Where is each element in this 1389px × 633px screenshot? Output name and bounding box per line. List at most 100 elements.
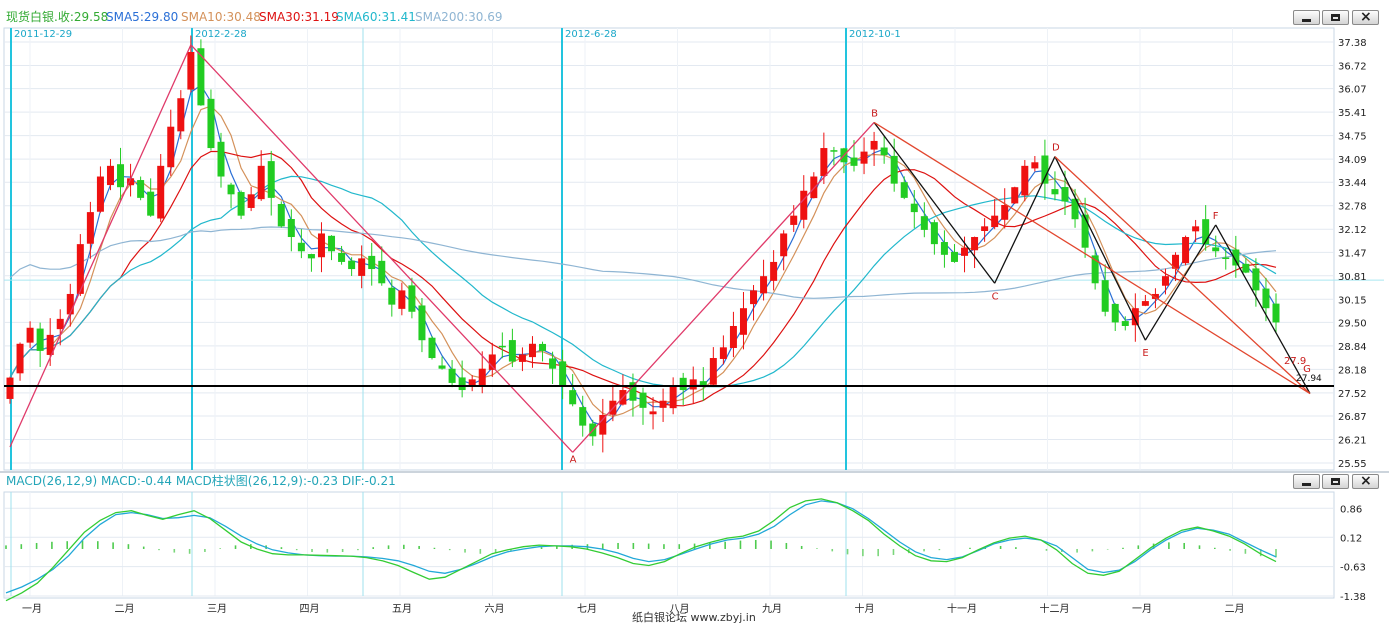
pattern-point-label: D	[1052, 143, 1060, 154]
candle-body	[800, 190, 808, 220]
candle-body	[729, 325, 737, 348]
time-tick-label: 六月	[485, 603, 505, 615]
pattern-line	[873, 121, 1311, 395]
candle-body	[870, 140, 878, 150]
macd-axis: 0.86 0.12 -0.63 -1.38	[1340, 504, 1366, 603]
candle-body	[368, 255, 376, 270]
candle-body	[257, 165, 265, 200]
candle-body	[458, 377, 466, 391]
candle-body	[659, 400, 667, 408]
time-tick-label: 一月	[1132, 603, 1152, 615]
candle-body	[830, 150, 838, 152]
candle-body	[900, 182, 908, 198]
candle-body	[1091, 255, 1099, 284]
time-tick-label: 五月	[392, 603, 412, 615]
candle-body	[348, 260, 356, 270]
candle-body	[46, 334, 54, 355]
legend-sma30: SMA30:31.19	[259, 10, 339, 24]
candle-body	[1172, 254, 1180, 269]
candle-body	[750, 290, 758, 305]
candle-body	[96, 176, 104, 212]
candle-body	[267, 161, 275, 198]
candle-body	[950, 251, 958, 262]
time-axis: 一月 二月 三月 四月 五月 六月 七月 八月 九月 十月 十一月 十二月 一月 二月	[22, 602, 1245, 615]
candle-body	[117, 164, 125, 188]
candle-body	[930, 222, 938, 245]
candle-body	[1011, 187, 1019, 204]
candle-body	[358, 258, 366, 276]
candle-body	[880, 147, 888, 156]
price-axis: 37.38 36.72 36.07 35.41 34.75 34.09 33.44 32.78…	[1338, 38, 1367, 470]
pattern-line	[9, 44, 192, 448]
candle-body	[1161, 276, 1169, 286]
price-tick-label: 26.21	[1338, 436, 1367, 447]
price-tick-label: 37.38	[1338, 38, 1367, 49]
time-tick-label: 二月	[115, 603, 135, 615]
candle-body	[850, 157, 858, 166]
candle-body	[1111, 303, 1119, 323]
price-tick-label: 28.18	[1338, 365, 1367, 376]
candle-body	[1021, 165, 1029, 196]
candle-body	[810, 176, 818, 199]
candle-body	[599, 414, 607, 435]
macd-lines	[5, 498, 1277, 602]
price-close-button[interactable]: ×	[1352, 9, 1379, 25]
candle-body	[378, 260, 386, 284]
candle-body	[408, 285, 416, 312]
candle-body	[549, 358, 557, 369]
macd-maximize-button[interactable]	[1322, 474, 1349, 489]
macd-close-button[interactable]: ×	[1352, 473, 1379, 489]
candle-body	[1212, 247, 1220, 252]
candle-body	[991, 215, 999, 228]
candle-body	[1232, 249, 1240, 266]
price-grid	[3, 27, 1335, 471]
price-tick-label: 30.81	[1338, 272, 1367, 283]
candle-body	[719, 347, 727, 359]
candle-body	[679, 377, 687, 391]
candle-body	[217, 141, 225, 177]
time-tick-label: 二月	[1225, 603, 1245, 615]
macd-minimize-button[interactable]	[1293, 474, 1320, 489]
price-legend-bar	[0, 6, 1389, 25]
price-maximize-button[interactable]	[1322, 10, 1349, 25]
pattern-point-label: C	[992, 291, 999, 302]
candle-body	[790, 215, 798, 225]
candle-body	[1101, 280, 1109, 312]
legend-sma10: SMA10:30.48	[181, 10, 261, 24]
candle-body	[137, 180, 145, 198]
candle-body	[177, 98, 185, 132]
candle-body	[559, 361, 567, 387]
time-tick-label: 八月	[670, 603, 690, 615]
candle-body	[498, 345, 506, 348]
candle-body	[317, 233, 325, 258]
price-tick-label: 26.87	[1338, 412, 1367, 423]
maximize-icon	[1331, 14, 1340, 21]
candle-body	[207, 98, 215, 149]
sma200-line	[9, 226, 1277, 299]
candle-body	[76, 244, 84, 294]
price-minimize-button[interactable]	[1293, 10, 1320, 25]
pattern-line	[1144, 224, 1217, 341]
candle-body	[56, 318, 64, 330]
candle-body	[940, 242, 948, 255]
candle-body	[920, 216, 928, 230]
candle-body	[669, 386, 677, 409]
time-tick-label: 九月	[762, 603, 782, 615]
candle-body	[1272, 303, 1280, 323]
candle-body	[739, 308, 747, 335]
candle-body	[1121, 321, 1129, 326]
macd-tick-label: 0.86	[1340, 504, 1362, 515]
time-tick-label: 十二月	[1040, 602, 1070, 615]
candle-body	[36, 328, 44, 351]
pattern-point-label: F	[1213, 211, 1219, 222]
candle-body	[187, 51, 195, 90]
time-tick-label: 三月	[207, 603, 227, 615]
candle-body	[147, 191, 155, 216]
candle-body	[699, 381, 707, 387]
legend-sma200: SMA200:30.69	[415, 10, 502, 24]
date-marker-label: 2012-10-1	[849, 29, 901, 40]
macd-tick-label: 0.12	[1340, 533, 1362, 544]
candle-body	[569, 390, 577, 405]
legend-sma5: SMA5:29.80	[106, 10, 178, 24]
